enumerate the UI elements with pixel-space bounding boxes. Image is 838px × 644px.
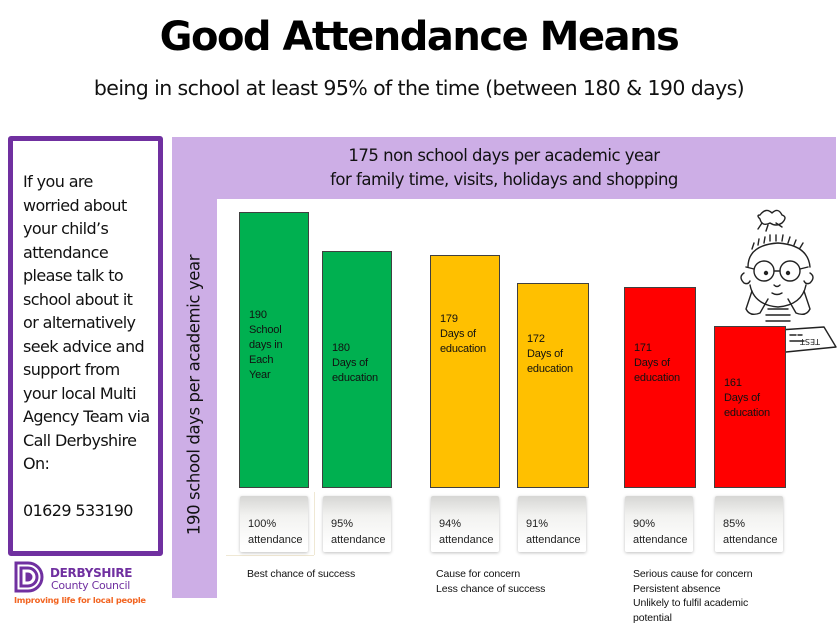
info-box-text: If you are worried about your child’s at… [23, 172, 150, 520]
attendance-percent-label: 91% attendance [526, 518, 581, 546]
bar-value-label: 171 Days of education [634, 342, 680, 384]
school-days-band [172, 199, 217, 598]
bar-value-label: 179 Days of education [440, 313, 486, 355]
bar-172-days [517, 283, 589, 488]
group-caption-amber: Cause for concern Less chance of success [436, 568, 546, 595]
test-paper-text: TEST [800, 337, 821, 346]
derbyshire-d-logo-icon [14, 561, 44, 593]
bar-value-label: 190 School days in Each Year [249, 309, 283, 381]
non-school-days-text: 175 non school days per academic year fo… [330, 146, 678, 189]
attendance-percent-label: 95% attendance [331, 518, 386, 546]
derbyshire-county-council-logo: DERBYSHIRE County Council Improving life… [14, 561, 164, 611]
attendance-percent-label: 90% attendance [633, 518, 688, 546]
bar-value-label: 161 Days of education [724, 377, 770, 419]
attendance-percent-label: 94% attendance [439, 518, 494, 546]
bar-180-days [322, 251, 392, 488]
attendance-percent-label: 85% attendance [723, 518, 778, 546]
attendance-percent-box: 100% attendance [240, 496, 308, 552]
logo-name-derbyshire: DERBYSHIRE [50, 566, 133, 580]
bar-171-days [624, 287, 696, 488]
info-box: If you are worried about your child’s at… [8, 136, 163, 556]
attendance-percent-box: 91% attendance [518, 496, 586, 552]
guide-line-vertical [314, 492, 315, 555]
guide-line [226, 555, 314, 556]
page-title: Good Attendance Means [159, 14, 680, 60]
bar-value-label: 172 Days of education [527, 333, 573, 375]
logo-name-county-council: County Council [51, 579, 130, 592]
logo-tagline: Improving life for local people [14, 595, 146, 605]
bar-161-days [714, 326, 786, 488]
non-school-days-band [172, 137, 836, 199]
bar-190-days [239, 212, 309, 488]
attendance-percent-box: 85% attendance [715, 496, 783, 552]
bar-value-label: 180 Days of education [332, 342, 378, 384]
attendance-percent-label: 100% attendance [248, 518, 303, 546]
page-subtitle: being in school at least 95% of the time… [93, 76, 745, 100]
attendance-percent-box: 94% attendance [431, 496, 499, 552]
bar-179-days [430, 255, 500, 488]
group-caption-red: Serious cause for concern Persistent abs… [633, 568, 753, 624]
attendance-percent-box: 95% attendance [323, 496, 391, 552]
school-days-axis-label: 190 school days per academic year [184, 254, 204, 536]
worried-student-taking-test-icon: TEST [730, 209, 837, 355]
attendance-percent-box: 90% attendance [625, 496, 693, 552]
group-caption-green: Best chance of success [247, 568, 356, 580]
